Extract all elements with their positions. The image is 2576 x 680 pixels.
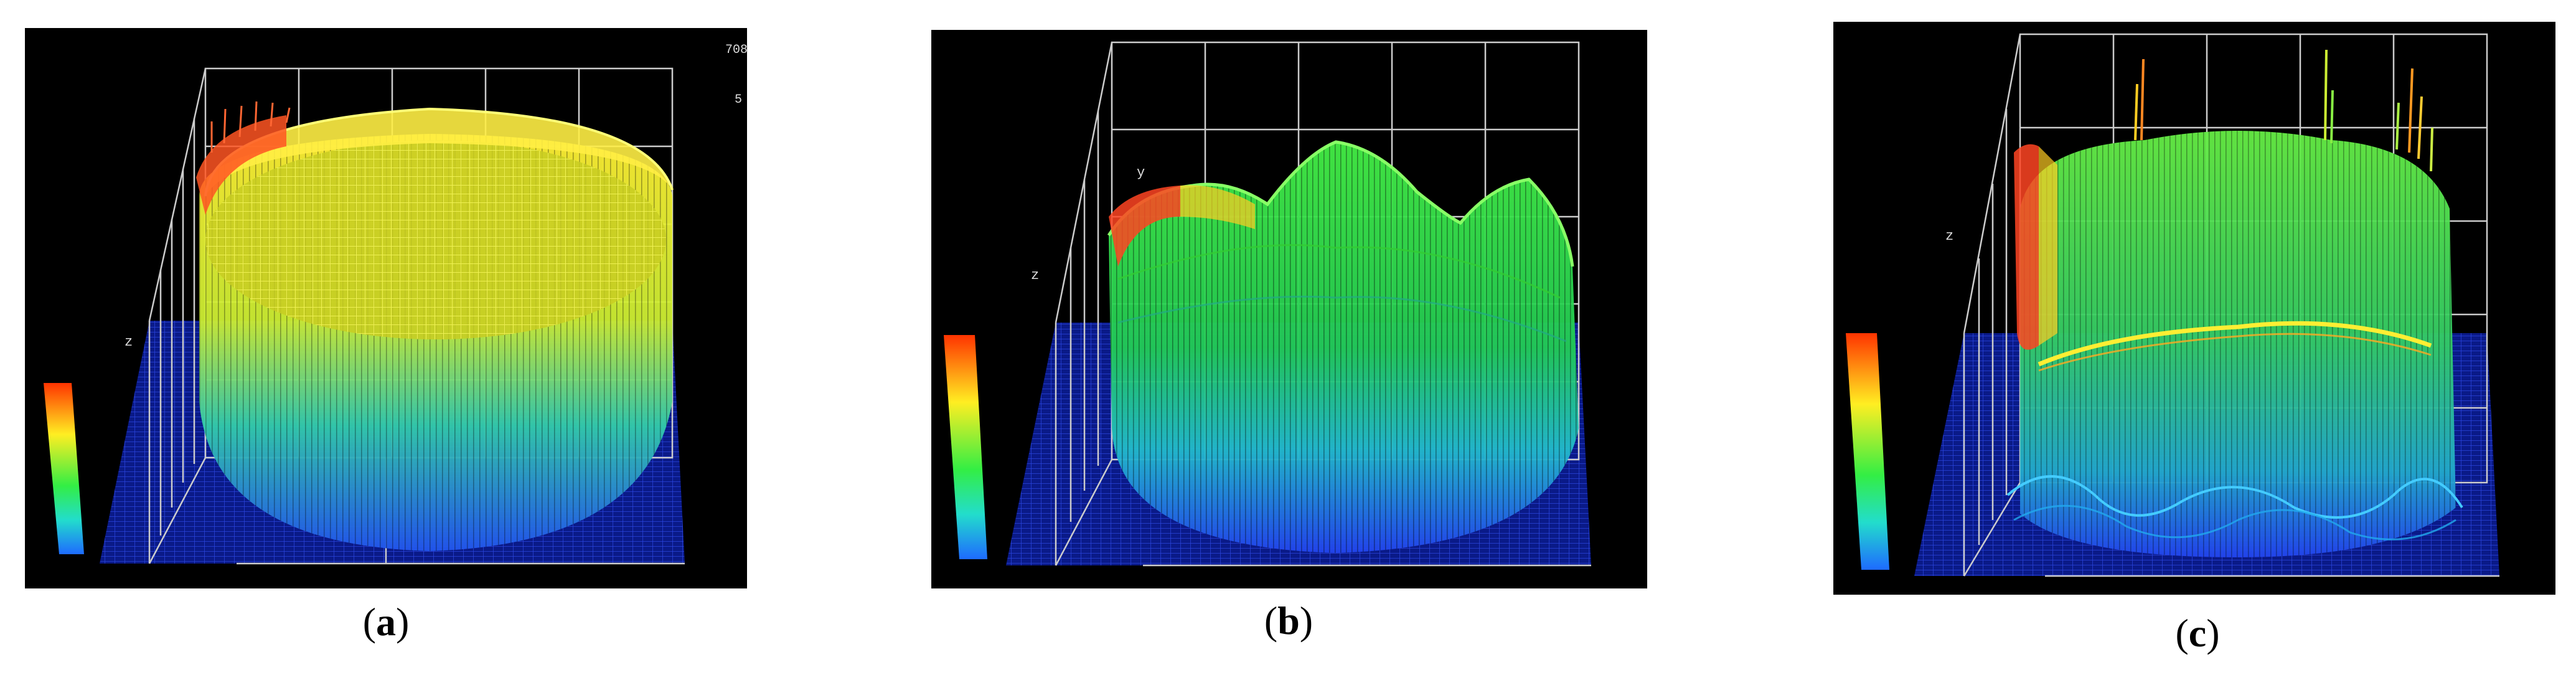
- surface-plot-a: 7087 5 z: [44, 43, 747, 565]
- surface-plot-c: z: [1846, 33, 2499, 577]
- caption-c: (c): [2175, 611, 2220, 655]
- inner-ridge: [2038, 321, 2432, 367]
- colorbar: [44, 383, 84, 554]
- corner-value-2: 5: [735, 93, 742, 107]
- y-axis-label: y: [1137, 165, 1145, 181]
- corner-value-1: 7087: [725, 43, 747, 57]
- surface-plot-b: z y: [944, 41, 1591, 567]
- z-axis-label: z: [1031, 268, 1039, 283]
- colorbar: [944, 335, 987, 559]
- caption-b: (b): [1264, 598, 1314, 643]
- caption-a: (a): [362, 600, 410, 644]
- surface-plot-panel-a: 7087 5 z: [25, 28, 747, 588]
- top-surface: [1107, 140, 1574, 267]
- spikes: [2134, 49, 2433, 172]
- surface-plot-panel-c: z: [1833, 22, 2555, 595]
- z-axis-label: z: [125, 334, 133, 350]
- z-axis-label: z: [1945, 229, 1953, 244]
- surface-plot-panel-b: z y: [931, 30, 1647, 588]
- colorbar: [1846, 333, 1889, 570]
